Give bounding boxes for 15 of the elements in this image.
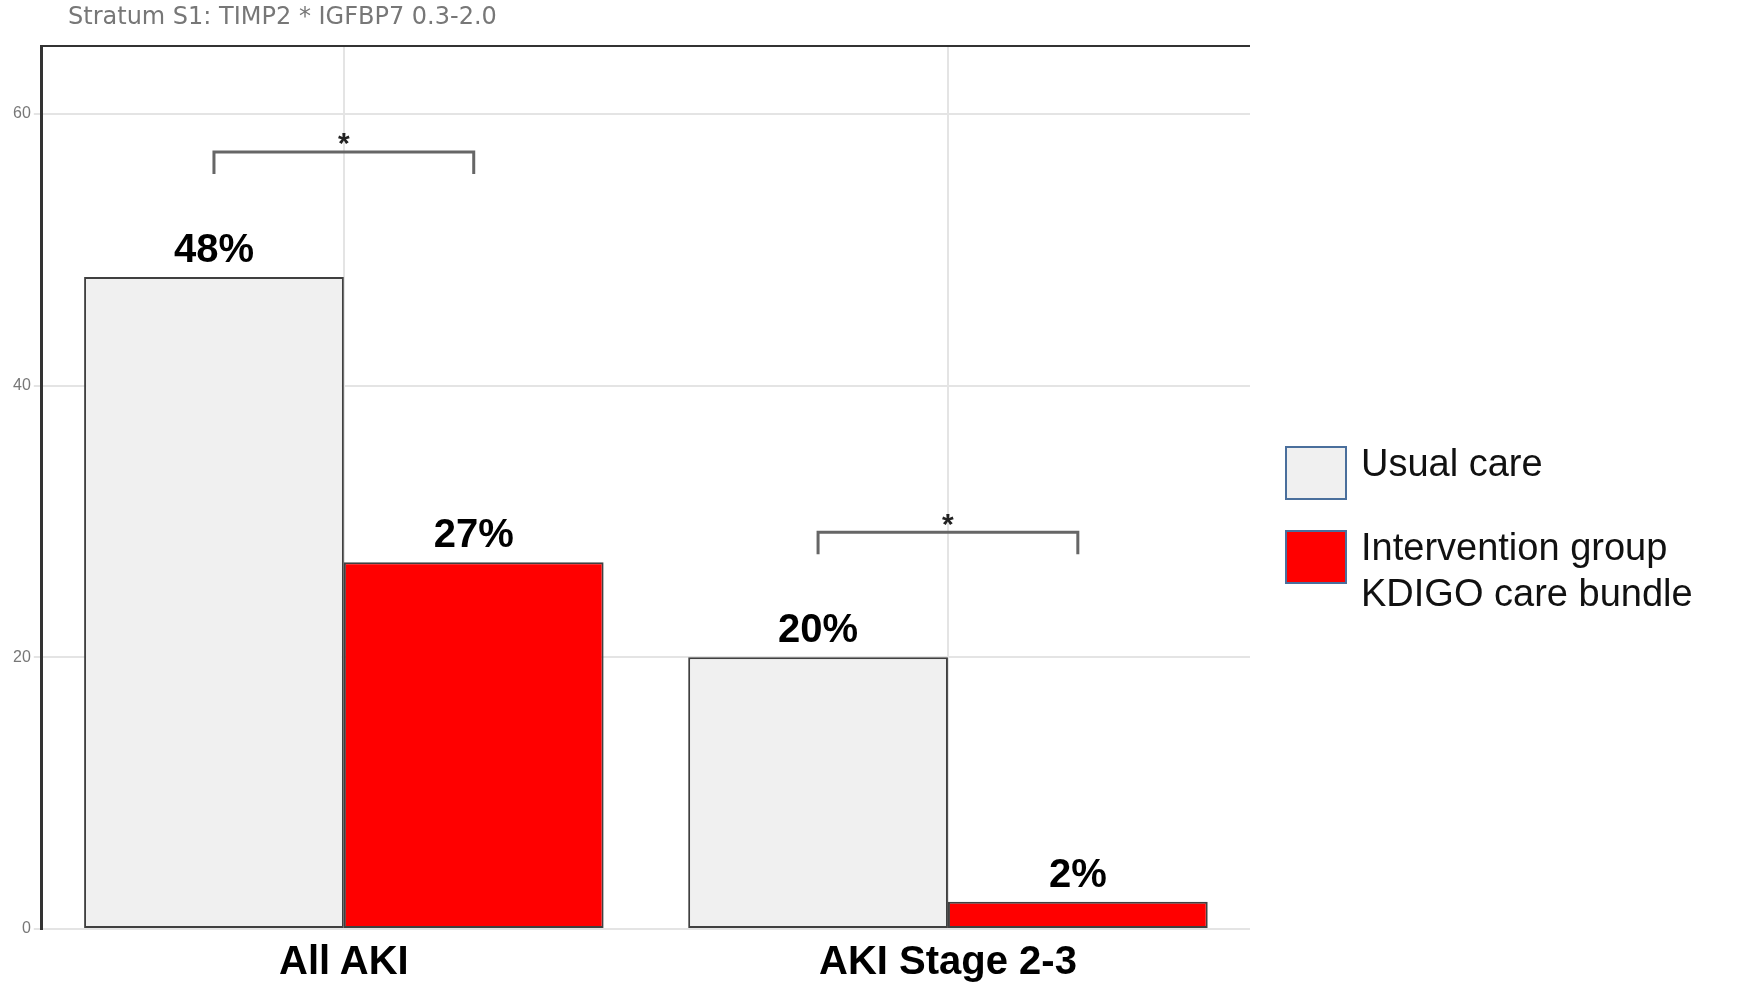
y-tick-label: 60 — [13, 104, 31, 122]
y-tick-label: 40 — [13, 376, 31, 394]
x-tick-label: All AKI — [279, 938, 409, 983]
chart-title: Stratum S1: TIMP2 * IGFBP7 0.3-2.0 — [68, 2, 497, 30]
data-label: 48% — [173, 225, 254, 270]
data-label: 2% — [1048, 850, 1107, 895]
annotation: * — [942, 506, 955, 540]
y-tick-label: 0 — [21, 919, 31, 937]
data-label: 27% — [433, 511, 514, 556]
legend-label: Intervention group KDIGO care bundle — [1361, 525, 1694, 616]
annotation: * — [338, 126, 350, 160]
text: Usual care — [1361, 441, 1543, 486]
x-tick-label: AKI Stage 2-3 — [819, 938, 1077, 983]
y-tick-label: 20 — [13, 647, 31, 665]
data-label: 20% — [778, 606, 859, 651]
